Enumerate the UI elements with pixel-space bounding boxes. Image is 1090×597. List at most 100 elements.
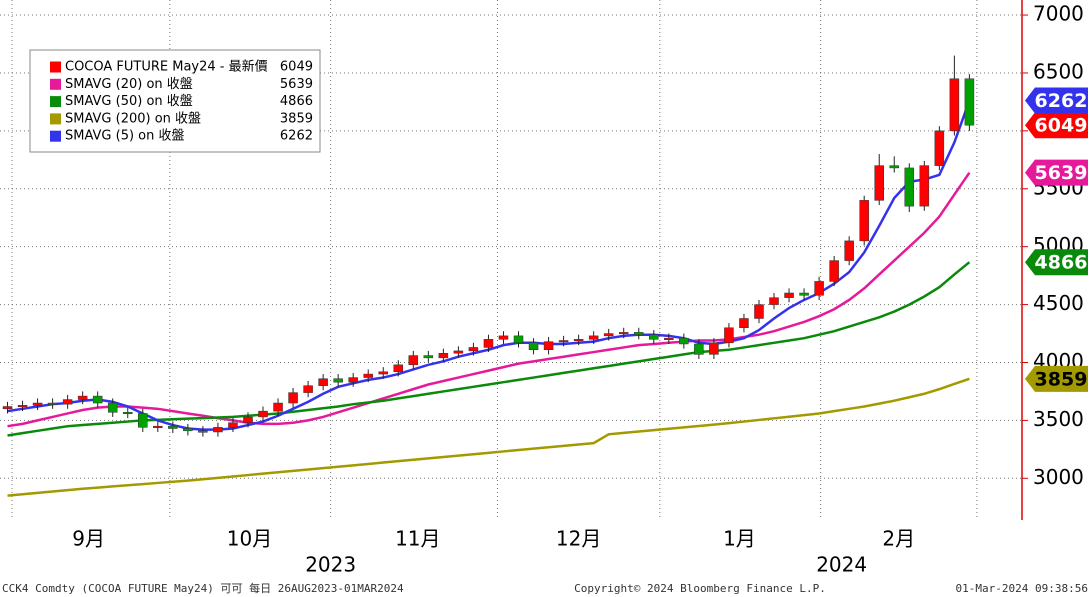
candle-body — [303, 385, 313, 393]
x-tick-label: 1月 — [723, 527, 756, 551]
legend-label: SMAVG (50) on 收盤 — [65, 94, 193, 109]
price-tag — [1025, 87, 1088, 114]
grid — [0, 0, 1022, 520]
candle-body — [649, 334, 659, 340]
candle-body — [784, 292, 794, 298]
x-tick-label: 2月 — [882, 527, 915, 551]
candle-body — [513, 335, 524, 344]
sma-line — [7, 171, 971, 428]
candle-body — [573, 339, 584, 342]
candle-body — [363, 373, 373, 378]
candle-body — [62, 399, 73, 405]
x-tick-label: 9月 — [72, 527, 105, 551]
candle-body — [198, 430, 208, 433]
candle-body — [138, 413, 148, 428]
candle-body — [468, 347, 479, 352]
candle-body — [17, 405, 28, 408]
candle-body — [168, 425, 178, 429]
y-tick-label: 3500 — [1033, 407, 1084, 431]
sma-line — [7, 261, 971, 437]
price-tag — [1025, 365, 1088, 392]
candle-body — [258, 410, 268, 418]
legend-label: SMAVG (5) on 收盤 — [65, 129, 185, 144]
candle-body — [318, 378, 328, 386]
candle-body — [213, 427, 223, 433]
candle-body — [934, 130, 945, 166]
price-tag — [1025, 159, 1088, 186]
year-label: 2024 — [816, 553, 867, 577]
legend-label: SMAVG (200) on 收盤 — [65, 111, 201, 126]
candle-body — [528, 342, 539, 351]
candle-body — [32, 402, 43, 406]
footer-right: 01-Mar-2024 09:38:56 — [956, 582, 1088, 595]
candle-body — [378, 371, 389, 375]
candle-body — [949, 78, 960, 132]
candle-body — [964, 78, 975, 126]
legend-swatch — [50, 78, 61, 90]
sma-line — [7, 377, 970, 497]
candle-body — [754, 304, 764, 319]
candle-body — [814, 281, 824, 296]
candle-body — [904, 167, 915, 207]
candle-body — [844, 240, 854, 261]
price-tag — [1025, 112, 1088, 139]
candle-body — [438, 352, 449, 359]
price-tag-label: 6049 — [1035, 115, 1088, 137]
x-tick-label: 12月 — [556, 527, 601, 551]
y-tick-label: 4500 — [1033, 291, 1084, 315]
legend-label: SMAVG (20) on 收盤 — [65, 77, 193, 92]
candle-body — [724, 327, 734, 344]
footer-center: Copyright© 2024 Bloomberg Finance L.P. — [574, 582, 826, 595]
candle-body — [769, 297, 779, 305]
price-tag-label: 4866 — [1035, 252, 1088, 274]
candle-body — [273, 402, 283, 412]
candle-body — [77, 395, 88, 400]
candle-body — [558, 340, 569, 343]
candle-body — [919, 165, 930, 207]
legend-swatch — [50, 96, 61, 108]
candle-body — [874, 165, 884, 201]
candle-body — [889, 165, 900, 169]
candle-body — [423, 355, 434, 359]
candle-body — [543, 341, 554, 351]
legend: COCOA FUTURE May24 - 最新價 6049 SMAVG (20) o… — [29, 49, 321, 153]
candle-body — [483, 339, 494, 348]
candle-body — [228, 422, 238, 428]
candle-body — [243, 416, 253, 423]
candle-body — [288, 392, 298, 404]
legend-value: 6049 — [280, 60, 313, 75]
legend-label: COCOA FUTURE May24 - 最新價 — [65, 59, 268, 75]
x-tick-label: 11月 — [395, 527, 440, 551]
candle-body — [829, 260, 839, 282]
candle-body — [333, 378, 343, 383]
legend-box — [29, 49, 321, 153]
candle-body — [618, 332, 629, 335]
candle-body — [709, 342, 719, 355]
legend-value: 5639 — [280, 77, 313, 92]
y-tick-label: 3000 — [1033, 465, 1084, 489]
y-tick-label: 7000 — [1033, 2, 1084, 26]
candles — [2, 55, 975, 437]
legend-value: 6262 — [280, 129, 313, 144]
tags: 6049 5639 4866 3859 6262 — [1025, 87, 1088, 392]
legend-value: 3859 — [280, 111, 313, 126]
price-tag-label: 3859 — [1035, 368, 1088, 390]
candle-body — [107, 402, 118, 413]
candle-body — [679, 337, 689, 345]
candle-body — [498, 335, 509, 340]
price-tag — [1025, 249, 1088, 276]
price-tag-label: 5639 — [1035, 162, 1088, 184]
legend-value: 4866 — [280, 94, 313, 109]
candle-body — [393, 364, 404, 373]
legend-swatch — [50, 61, 61, 73]
candle-body — [588, 335, 599, 340]
candle-body — [859, 200, 869, 242]
footer-left: CCK4 Comdty (COCOA FUTURE May24) 可可 每日 2… — [2, 581, 404, 595]
legend-swatch — [50, 113, 61, 125]
candle-body — [664, 337, 674, 340]
candle-body — [153, 425, 163, 428]
legend-swatch — [50, 130, 61, 142]
candle-body — [453, 350, 464, 354]
candle-body — [408, 355, 419, 366]
